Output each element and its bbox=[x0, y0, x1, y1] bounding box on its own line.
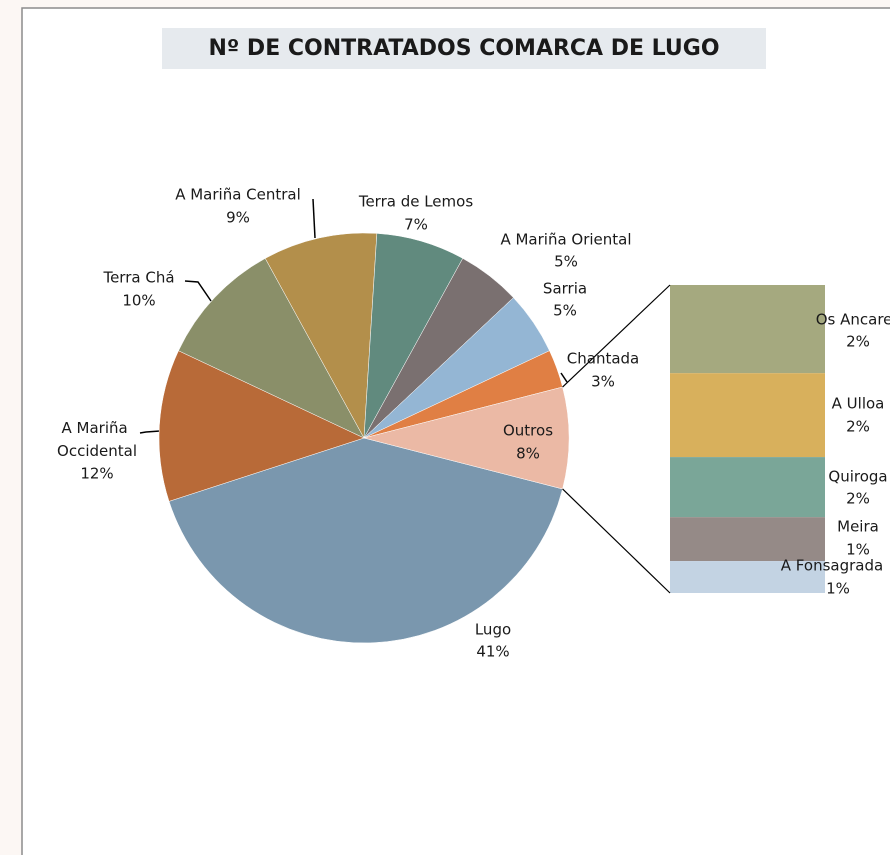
connector-line bbox=[562, 284, 671, 388]
slice-value-label: 41% bbox=[476, 643, 509, 661]
slice-value-label: 3% bbox=[591, 373, 615, 391]
leader-line bbox=[312, 198, 316, 239]
breakdown-label: Quiroga bbox=[828, 468, 887, 486]
connector-line bbox=[562, 488, 671, 594]
breakdown-label: Meira bbox=[837, 518, 879, 536]
chart-title: Nº DE CONTRATADOS COMARCA DE LUGO bbox=[208, 36, 719, 61]
breakdown-bar bbox=[670, 285, 825, 374]
slice-label: Sarria bbox=[543, 280, 587, 298]
pie-slice bbox=[264, 232, 378, 439]
slice-label: Terra Chá bbox=[102, 269, 174, 287]
slice-label: Terra de Lemos bbox=[358, 193, 474, 211]
slice-value-label: 7% bbox=[404, 216, 428, 234]
slice-label: A Mariña Oriental bbox=[500, 231, 631, 249]
breakdown-bar bbox=[670, 457, 825, 518]
slice-value-label: 9% bbox=[226, 209, 250, 227]
leader-line bbox=[560, 372, 568, 383]
slice-value-label: 5% bbox=[554, 253, 578, 271]
slice-label: A Mariña Occidental bbox=[57, 419, 137, 460]
slice-label: A Mariña Central bbox=[175, 186, 301, 204]
leader-line bbox=[184, 280, 212, 302]
pie-slice bbox=[178, 258, 365, 439]
breakdown-bar bbox=[670, 561, 825, 593]
leader-lines bbox=[139, 198, 568, 434]
pie-slice bbox=[158, 350, 365, 502]
slice-label: Outros bbox=[503, 422, 553, 440]
breakdown-value-label: 1% bbox=[826, 580, 850, 598]
slice-value-label: 10% bbox=[122, 292, 155, 310]
slice-label: Chantada bbox=[567, 350, 639, 368]
breakdown-value-label: 2% bbox=[846, 418, 870, 436]
slice-value-label: 8% bbox=[516, 445, 540, 463]
breakdown-value-label: 1% bbox=[846, 541, 870, 559]
slice-label: Lugo bbox=[475, 621, 511, 639]
title-box bbox=[162, 28, 766, 69]
pie-slice bbox=[363, 386, 570, 490]
slice-value-label: 5% bbox=[553, 302, 577, 320]
breakdown-label: Os Ancares bbox=[816, 311, 890, 329]
breakdown-label: A Ulloa bbox=[832, 395, 885, 413]
pie-slice bbox=[168, 437, 563, 644]
breakdown-bar bbox=[670, 373, 825, 458]
breakdown-value-label: 2% bbox=[846, 490, 870, 508]
slice-value-label: 12% bbox=[80, 465, 113, 483]
breakdown-value-label: 2% bbox=[846, 333, 870, 351]
breakdown-bar bbox=[670, 517, 825, 562]
breakdown-label: A Fonsagrada bbox=[781, 557, 883, 575]
leader-line bbox=[139, 430, 161, 434]
